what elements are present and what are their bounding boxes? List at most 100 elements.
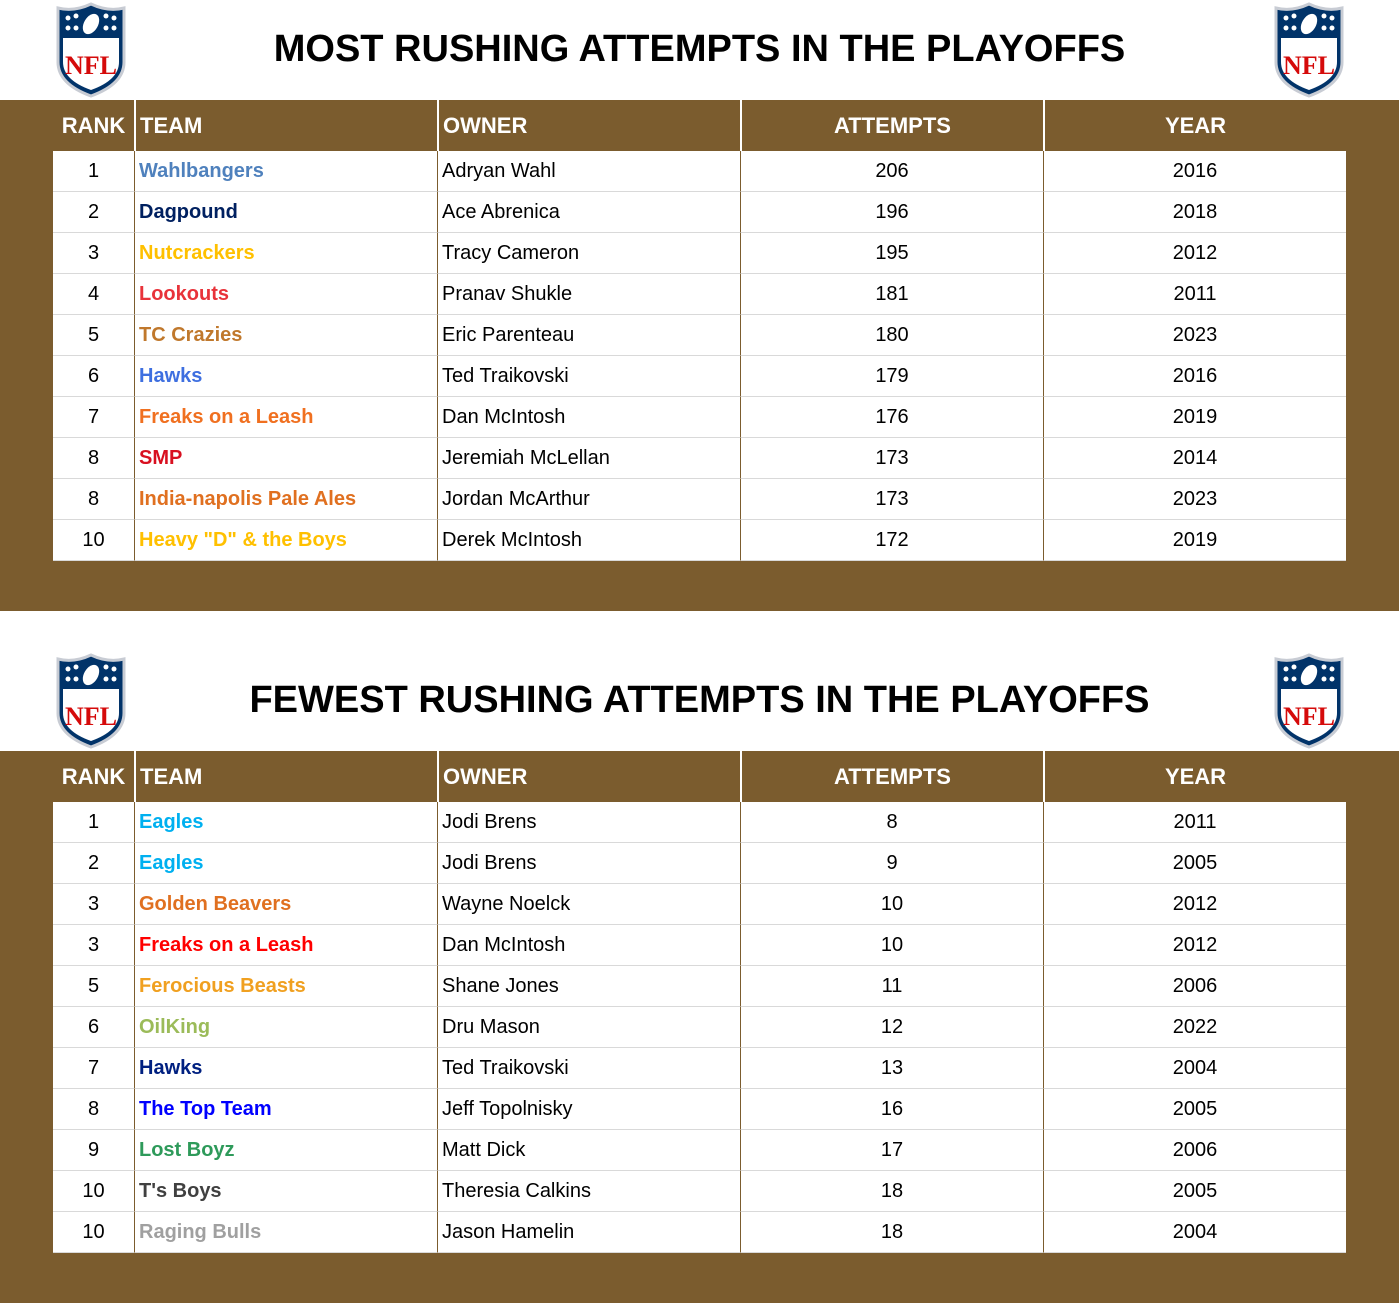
- table-cell: 10: [53, 520, 134, 561]
- table-cell: 18: [740, 1212, 1043, 1253]
- column-header: YEAR: [1043, 100, 1346, 151]
- table-cell: 2: [53, 192, 134, 233]
- table-cell: 11: [740, 966, 1043, 1007]
- table-cell: 2005: [1043, 1171, 1346, 1212]
- table-cell: 2005: [1043, 1089, 1346, 1130]
- table-cell: Eric Parenteau: [437, 315, 740, 356]
- team-name: Nutcrackers: [134, 233, 437, 274]
- table-cell: 9: [53, 1130, 134, 1171]
- team-name: Hawks: [134, 356, 437, 397]
- team-name: India-napolis Pale Ales: [134, 479, 437, 520]
- table-cell: 180: [740, 315, 1043, 356]
- table-cell: 2019: [1043, 520, 1346, 561]
- table-cell: 5: [53, 315, 134, 356]
- table-cell: Shane Jones: [437, 966, 740, 1007]
- team-name: Freaks on a Leash: [134, 925, 437, 966]
- team-name: Lost Boyz: [134, 1130, 437, 1171]
- table-cell: Tracy Cameron: [437, 233, 740, 274]
- team-name: OilKing: [134, 1007, 437, 1048]
- table-cell: 8: [53, 1089, 134, 1130]
- table-cell: Wayne Noelck: [437, 884, 740, 925]
- table-cell: 173: [740, 438, 1043, 479]
- column-header: YEAR: [1043, 751, 1346, 802]
- team-name: Raging Bulls: [134, 1212, 437, 1253]
- column-header: RANK: [61, 113, 126, 138]
- table-cell: 1: [53, 802, 134, 843]
- table-cell: Ted Traikovski: [437, 1048, 740, 1089]
- logo-text: NFL: [1283, 702, 1335, 731]
- table-cell: 2006: [1043, 1130, 1346, 1171]
- table-cell: 10: [53, 1212, 134, 1253]
- table-cell: 2014: [1043, 438, 1346, 479]
- table-cell: Jodi Brens: [437, 802, 740, 843]
- team-name: T's Boys: [134, 1171, 437, 1212]
- table-cell: 172: [740, 520, 1043, 561]
- team-name: Hawks: [134, 1048, 437, 1089]
- table-cell: 6: [53, 356, 134, 397]
- table-cell: 3: [53, 925, 134, 966]
- table-cell: 2022: [1043, 1007, 1346, 1048]
- table-cell: 4: [53, 274, 134, 315]
- table-cell: 16: [740, 1089, 1043, 1130]
- logo-text: NFL: [1283, 51, 1335, 80]
- team-name: Heavy "D" & the Boys: [134, 520, 437, 561]
- table-cell: 2019: [1043, 397, 1346, 438]
- column-header: OWNER: [437, 100, 740, 151]
- table-cell: 2023: [1043, 315, 1346, 356]
- table-cell: 8: [53, 438, 134, 479]
- column-header: TEAM: [134, 100, 437, 151]
- team-name: Wahlbangers: [134, 151, 437, 192]
- column-header: ATTEMPTS: [740, 751, 1043, 802]
- column-header: RANK: [61, 764, 126, 789]
- logo-text: NFL: [65, 702, 117, 731]
- table-cell: 2011: [1043, 274, 1346, 315]
- nfl-logo: NFL: [56, 2, 126, 98]
- table-cell: Ace Abrenica: [437, 192, 740, 233]
- table-cell: 10: [740, 925, 1043, 966]
- table-cell: Dru Mason: [437, 1007, 740, 1048]
- table-cell: 173: [740, 479, 1043, 520]
- table-cell: Dan McIntosh: [437, 397, 740, 438]
- table-cell: 8: [740, 802, 1043, 843]
- table-cell: Matt Dick: [437, 1130, 740, 1171]
- table-cell: 1: [53, 151, 134, 192]
- team-name: Eagles: [134, 802, 437, 843]
- table-cell: 2012: [1043, 233, 1346, 274]
- table-cell: 10: [740, 884, 1043, 925]
- table-cell: 2018: [1043, 192, 1346, 233]
- table-cell: 195: [740, 233, 1043, 274]
- table-cell: 2006: [1043, 966, 1346, 1007]
- table-cell: 2012: [1043, 884, 1346, 925]
- table-cell: 181: [740, 274, 1043, 315]
- table-cell: Ted Traikovski: [437, 356, 740, 397]
- table-cell: Derek McIntosh: [437, 520, 740, 561]
- team-name: Golden Beavers: [134, 884, 437, 925]
- table-title: MOST RUSHING ATTEMPTS IN THE PLAYOFFS: [273, 28, 1126, 70]
- column-header: ATTEMPTS: [740, 100, 1043, 151]
- team-name: The Top Team: [134, 1089, 437, 1130]
- table-cell: 13: [740, 1048, 1043, 1089]
- table-cell: 2012: [1043, 925, 1346, 966]
- table-cell: 2004: [1043, 1048, 1346, 1089]
- table-cell: Jordan McArthur: [437, 479, 740, 520]
- table-cell: 3: [53, 884, 134, 925]
- table-cell: Jason Hamelin: [437, 1212, 740, 1253]
- table-cell: 9: [740, 843, 1043, 884]
- table-cell: 12: [740, 1007, 1043, 1048]
- nfl-logo: NFL: [1274, 2, 1344, 98]
- table-cell: 2011: [1043, 802, 1346, 843]
- table-cell: 17: [740, 1130, 1043, 1171]
- table-cell: 6: [53, 1007, 134, 1048]
- column-header: OWNER: [437, 751, 740, 802]
- table-cell: 8: [53, 479, 134, 520]
- team-name: Dagpound: [134, 192, 437, 233]
- team-name: TC Crazies: [134, 315, 437, 356]
- table-cell: 176: [740, 397, 1043, 438]
- table-cell: 7: [53, 397, 134, 438]
- table-cell: Jeff Topolnisky: [437, 1089, 740, 1130]
- logo-text: NFL: [65, 51, 117, 80]
- table-cell: Jodi Brens: [437, 843, 740, 884]
- table-cell: 2016: [1043, 151, 1346, 192]
- table-cell: Jeremiah McLellan: [437, 438, 740, 479]
- table-cell: 2023: [1043, 479, 1346, 520]
